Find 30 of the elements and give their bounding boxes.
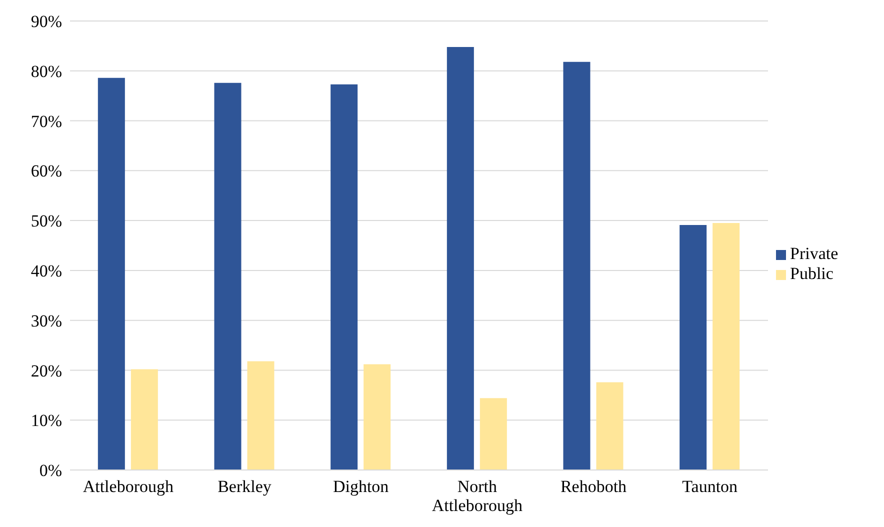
bar [364, 364, 391, 470]
bar [330, 84, 358, 470]
bar [712, 223, 740, 470]
bar [563, 62, 590, 470]
legend-label: Private [790, 244, 838, 262]
y-tick-label: 80% [30, 62, 62, 81]
bar [480, 398, 507, 470]
bar [680, 225, 707, 470]
bar [446, 46, 474, 470]
y-tick-label: 40% [30, 261, 62, 280]
bar [130, 369, 158, 470]
legend-label: Public [790, 264, 834, 282]
x-tick-label: North Attleborough [432, 477, 523, 515]
bar [596, 382, 624, 470]
x-tick-label: Rehoboth [560, 477, 628, 496]
x-tick-label: Berkley [218, 477, 272, 496]
y-tick-label: 60% [30, 162, 62, 181]
x-tick-label: Dighton [332, 477, 390, 496]
x-tick-label: Attleborough [82, 477, 174, 496]
bar [214, 82, 242, 470]
y-tick-label: 50% [30, 212, 62, 231]
y-tick-label: 30% [30, 311, 62, 330]
bar [247, 361, 274, 470]
y-tick-label: 90% [30, 12, 62, 32]
y-tick-label: 10% [30, 411, 62, 430]
x-tick-label: Taunton [682, 477, 738, 496]
y-tick-label: 70% [30, 112, 62, 131]
bar [98, 78, 125, 470]
y-tick-label: 0% [39, 461, 62, 480]
y-tick-label: 20% [30, 361, 62, 380]
